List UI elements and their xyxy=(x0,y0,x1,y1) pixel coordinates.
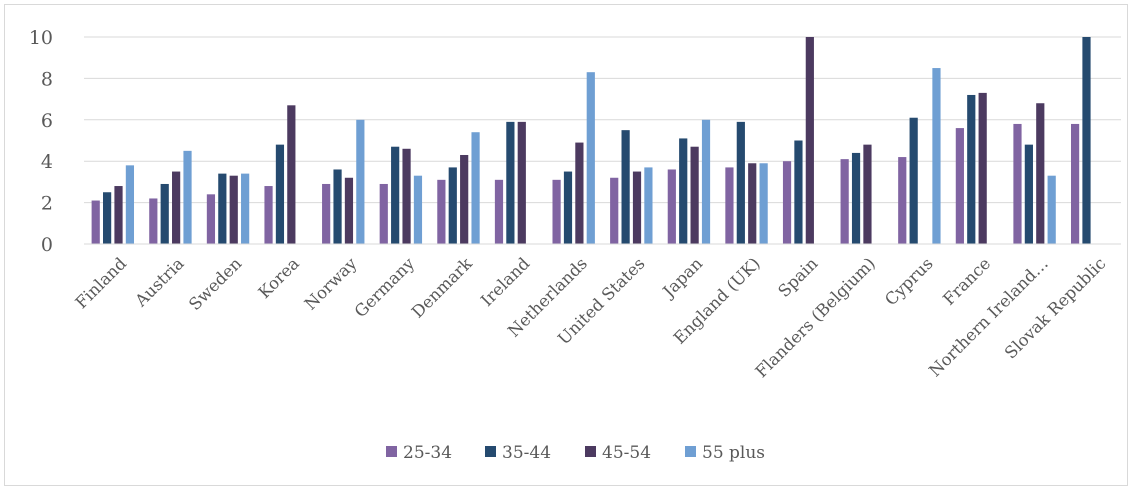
bar-35-44-16 xyxy=(1024,144,1033,244)
bar-55-plus-10 xyxy=(701,119,711,244)
bar-45-54-0 xyxy=(114,186,123,244)
bar-45-54-4 xyxy=(344,177,354,244)
bar-35-44-4 xyxy=(333,169,342,244)
x-category-label: Germany xyxy=(351,253,419,321)
bar-55-plus-16 xyxy=(1047,175,1056,244)
bar-25-34-13 xyxy=(840,159,849,244)
y-tick-label: 0 xyxy=(41,234,53,256)
x-category-label: Spain xyxy=(774,254,821,301)
bar-25-34-0 xyxy=(91,200,100,244)
y-tick-label: 6 xyxy=(41,110,53,132)
x-category-label: Slovak Republic xyxy=(1001,254,1110,363)
bar-45-54-13 xyxy=(863,144,872,244)
bar-35-44-2 xyxy=(218,173,227,244)
bar-25-34-3 xyxy=(264,186,273,244)
bar-35-44-12 xyxy=(794,140,803,244)
bar-55-plus-14 xyxy=(932,68,941,244)
bar-45-54-8 xyxy=(575,142,584,244)
bar-45-54-5 xyxy=(402,148,411,244)
bar-25-34-16 xyxy=(1013,123,1022,244)
x-category-label: France xyxy=(939,254,994,309)
bar-25-34-1 xyxy=(149,198,158,244)
bar-35-44-9 xyxy=(621,130,630,244)
x-category-label: Austria xyxy=(131,254,188,311)
bar-55-plus-2 xyxy=(241,173,250,244)
x-category-label: Sweden xyxy=(185,254,245,314)
x-category-label: Japan xyxy=(658,254,707,303)
bar-35-44-14 xyxy=(909,117,918,244)
bar-45-54-1 xyxy=(172,171,181,244)
bar-25-34-14 xyxy=(898,157,907,244)
bar-45-54-3 xyxy=(287,105,296,244)
bar-45-54-2 xyxy=(229,175,238,244)
bar-25-34-10 xyxy=(667,169,676,244)
legend-swatch xyxy=(386,446,397,457)
bar-25-34-4 xyxy=(322,183,331,244)
bar-45-54-9 xyxy=(632,171,642,244)
x-category-label: Korea xyxy=(255,254,303,302)
bar-55-plus-1 xyxy=(183,150,192,244)
x-category-label: Cyprus xyxy=(881,254,937,310)
bar-55-plus-5 xyxy=(413,175,423,244)
bars xyxy=(91,37,1091,245)
y-tick-label: 8 xyxy=(41,68,53,90)
bar-55-plus-6 xyxy=(471,132,480,244)
x-category-label: Norway xyxy=(301,253,361,313)
bar-25-34-11 xyxy=(725,167,734,244)
legend-label: 25-34 xyxy=(403,443,452,463)
bar-45-54-7 xyxy=(517,121,526,244)
bar-35-44-3 xyxy=(275,144,285,244)
legend-label: 55 plus xyxy=(702,443,765,463)
bar-45-54-16 xyxy=(1036,103,1045,245)
bar-35-44-8 xyxy=(563,171,573,244)
legend-swatch xyxy=(685,446,696,457)
legend-swatch xyxy=(485,446,496,457)
bar-25-34-2 xyxy=(206,194,216,244)
bar-45-54-15 xyxy=(978,92,987,244)
bar-55-plus-11 xyxy=(759,163,768,244)
bar-45-54-11 xyxy=(748,163,757,244)
bar-35-44-0 xyxy=(103,192,112,244)
bar-35-44-1 xyxy=(160,183,169,244)
bar-55-plus-4 xyxy=(356,119,365,244)
bar-25-34-7 xyxy=(494,179,504,244)
bar-35-44-11 xyxy=(736,121,745,244)
y-tick-label: 4 xyxy=(41,151,53,173)
bar-35-44-10 xyxy=(679,138,688,244)
bar-25-34-9 xyxy=(610,177,619,244)
gridlines xyxy=(84,36,1121,204)
x-category-label: Finland xyxy=(72,254,131,313)
bar-25-34-12 xyxy=(782,161,792,244)
y-axis-ticks: 0 2 4 6 8 10 xyxy=(29,27,53,256)
bar-35-44-17 xyxy=(1082,37,1091,244)
x-category-label: Denmark xyxy=(408,253,477,322)
y-tick-label: 2 xyxy=(41,193,53,215)
legend: 25-34 35-44 45-54 55 plus xyxy=(386,443,765,463)
legend-label: 45-54 xyxy=(602,443,651,463)
bar-55-plus-9 xyxy=(644,167,653,244)
bar-35-44-7 xyxy=(506,121,515,244)
bar-45-54-10 xyxy=(690,146,699,244)
bar-35-44-5 xyxy=(391,146,400,244)
x-category-label: Ireland xyxy=(477,254,534,311)
bar-45-54-12 xyxy=(805,37,814,244)
legend-label: 35-44 xyxy=(502,443,551,463)
legend-swatch xyxy=(585,446,596,457)
chart-frame: 0 2 4 6 8 10 Finland Austria Sweden Korea Norway G… xyxy=(4,4,1128,486)
bar-35-44-13 xyxy=(851,152,861,244)
bar-25-34-6 xyxy=(437,179,446,244)
bar-25-34-5 xyxy=(379,183,388,244)
bar-25-34-15 xyxy=(955,128,964,244)
bar-25-34-8 xyxy=(552,179,561,244)
bar-55-plus-0 xyxy=(125,165,135,244)
y-tick-label: 10 xyxy=(29,27,53,49)
bar-55-plus-8 xyxy=(586,72,595,244)
bar-25-34-17 xyxy=(1070,123,1080,244)
bar-45-54-6 xyxy=(460,154,469,244)
bar-35-44-15 xyxy=(967,94,976,245)
bar-35-44-6 xyxy=(448,167,457,244)
